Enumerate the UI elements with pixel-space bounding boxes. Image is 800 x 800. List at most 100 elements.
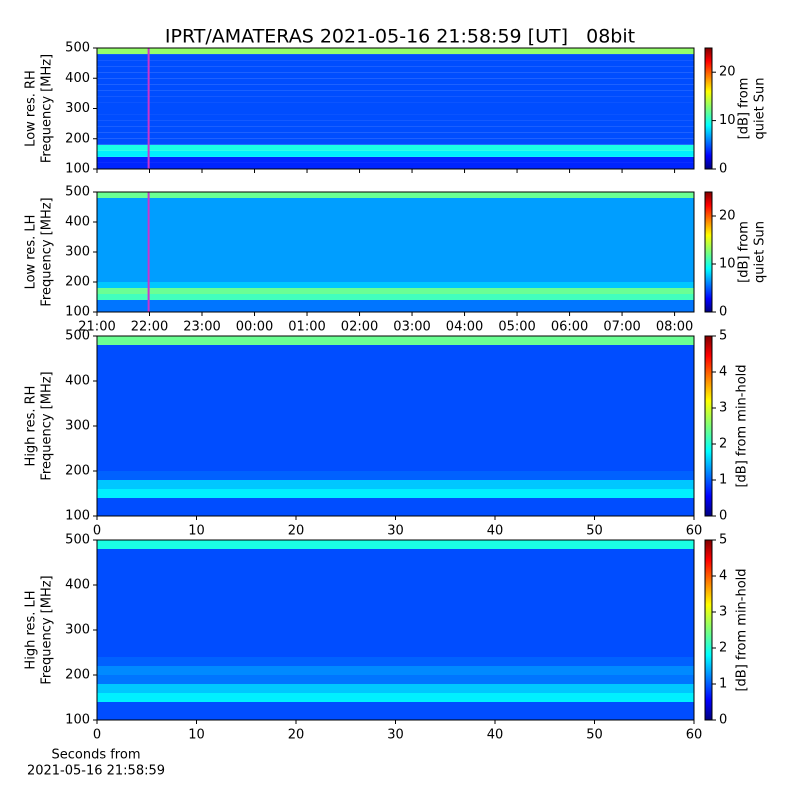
heat-cell: [97, 210, 694, 216]
x-axis-label: Seconds from: [51, 748, 140, 763]
heat-cell: [97, 657, 694, 666]
heat-cell: [97, 444, 694, 453]
y-axis-label: Low res. RH: [24, 70, 39, 147]
x-tick-label: 10: [188, 524, 205, 539]
x-tick-label: 20: [288, 524, 305, 539]
heat-cell: [97, 60, 694, 67]
heat-cell: [97, 354, 694, 363]
colorbar-tick-label: 1: [719, 677, 727, 692]
y-axis-label: Low res. LH: [24, 215, 39, 290]
y-axis-label: Frequency [MHz]: [40, 371, 55, 480]
y-tick-label: 400: [65, 215, 90, 230]
y-axis-label: High res. RH: [24, 386, 39, 467]
heat-cell: [97, 84, 694, 91]
heat-cell: [97, 453, 694, 462]
colorbar: [704, 335, 713, 517]
heat-cell: [97, 306, 694, 312]
y-axis-label: High res. LH: [24, 590, 39, 669]
colorbar-tick-label: 2: [719, 641, 727, 656]
colorbar-tick-label: 3: [719, 605, 727, 620]
colorbar-tick-label: 0: [719, 162, 727, 177]
heat-cell: [97, 138, 694, 145]
x-tick-label: 21:00: [78, 320, 115, 335]
x-tick-label: 50: [586, 728, 603, 743]
heat-cell: [97, 270, 694, 276]
heat-cell: [97, 120, 694, 127]
y-tick-label: 100: [65, 509, 90, 524]
heat-cell: [97, 66, 694, 73]
heat-cell: [97, 390, 694, 399]
heat-cell: [97, 132, 694, 139]
colorbar-tick-label: 0: [719, 509, 727, 524]
colorbar-tick-label: 2: [719, 437, 727, 452]
y-tick-label: 500: [65, 533, 90, 548]
colorbar-label: quiet Sun: [753, 77, 768, 139]
heat-cell: [97, 549, 694, 558]
colorbar-label: [dB] from: [737, 78, 752, 140]
colorbar: [704, 191, 713, 313]
y-tick-label: 400: [65, 374, 90, 389]
heat-cell: [97, 585, 694, 594]
y-tick-label: 100: [65, 162, 90, 177]
x-tick-label: 22:00: [131, 320, 168, 335]
colorbar-tick-label: 20: [719, 65, 736, 80]
heat-cell: [97, 228, 694, 234]
x-tick-label: 08:00: [656, 320, 693, 335]
heat-cell: [97, 108, 694, 115]
colorbar-tick-label: 10: [719, 257, 736, 272]
heat-cell: [97, 363, 694, 372]
x-tick-label: 30: [387, 728, 404, 743]
heat-cell: [97, 426, 694, 435]
heat-cell: [97, 48, 694, 55]
heat-cell: [97, 612, 694, 621]
colorbar-tick-label: 5: [719, 533, 727, 548]
heat-cell: [97, 693, 694, 702]
y-tick-label: 200: [65, 275, 90, 290]
heat-cell: [97, 126, 694, 133]
heat-cell: [97, 666, 694, 675]
heat-cell: [97, 216, 694, 222]
x-tick-label: 03:00: [393, 320, 430, 335]
heat-cell: [97, 345, 694, 354]
heat-cell: [97, 435, 694, 444]
y-tick-label: 500: [65, 41, 90, 56]
x-tick-label: 20: [288, 728, 305, 743]
heat-cell: [97, 288, 694, 294]
colorbar-label: [dB] from min-hold: [735, 568, 750, 691]
heat-cell: [97, 540, 694, 549]
heat-cell: [97, 78, 694, 85]
y-tick-label: 200: [65, 464, 90, 479]
colorbar-tick-label: 0: [719, 305, 727, 320]
colorbar-tick-label: 0: [719, 713, 727, 728]
heat-cell: [97, 381, 694, 390]
heat-cell: [97, 54, 694, 61]
heat-cell: [97, 144, 694, 151]
x-tick-label: 02:00: [341, 320, 378, 335]
heat-cell: [97, 630, 694, 639]
heat-cell: [97, 399, 694, 408]
heat-cell: [97, 150, 694, 157]
y-tick-label: 400: [65, 71, 90, 86]
x-tick-label: 60: [686, 728, 703, 743]
y-tick-label: 300: [65, 623, 90, 638]
heat-cell: [97, 675, 694, 684]
heat-cell: [97, 114, 694, 121]
x-tick-label: 05:00: [498, 320, 535, 335]
heat-cell: [97, 684, 694, 693]
x-tick-label: 40: [487, 728, 504, 743]
x-tick-label: 23:00: [183, 320, 220, 335]
heat-cell: [97, 102, 694, 109]
heat-cell: [97, 594, 694, 603]
heat-cell: [97, 156, 694, 163]
heat-cell: [97, 264, 694, 270]
colorbar-tick-label: 20: [719, 209, 736, 224]
heat-cell: [97, 240, 694, 246]
x-tick-label: 50: [586, 524, 603, 539]
heat-cell: [97, 336, 694, 345]
colorbar-tick-label: 5: [719, 329, 727, 344]
heat-cell: [97, 294, 694, 300]
y-tick-label: 100: [65, 305, 90, 320]
y-tick-label: 300: [65, 101, 90, 116]
colorbar-label: [dB] from: [737, 221, 752, 283]
